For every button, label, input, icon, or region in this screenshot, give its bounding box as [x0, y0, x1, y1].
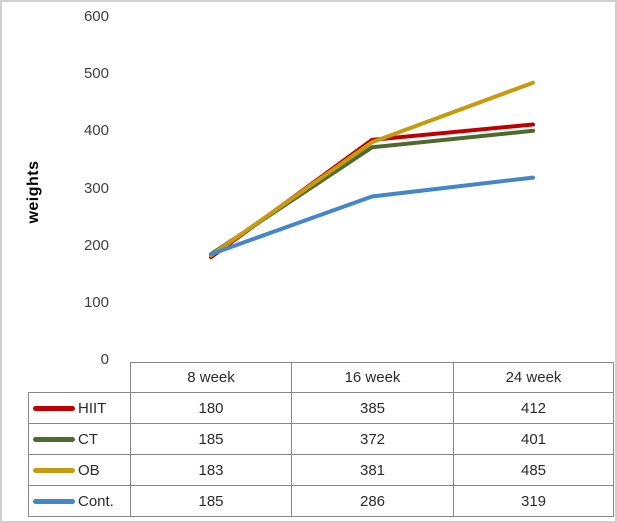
legend-cell: HIIT	[28, 392, 131, 424]
legend-cell: CT	[28, 423, 131, 455]
y-tick-label: 400	[83, 122, 109, 140]
y-tick-label: 600	[83, 8, 109, 25]
value-cell: 381	[291, 454, 454, 486]
y-tick-label: 500	[83, 65, 109, 83]
table-corner-cell	[28, 362, 131, 393]
series-line-cont	[209, 175, 535, 257]
table-row-hiit: HIIT 180 385 412	[28, 392, 614, 424]
value-cell: 183	[130, 454, 292, 486]
series-name: CT	[78, 430, 98, 448]
value-cell: 286	[291, 485, 454, 517]
value-cell: 385	[291, 392, 454, 424]
y-tick-label: 100	[83, 293, 109, 311]
column-header: 16 week	[291, 362, 454, 393]
value-cell: 485	[453, 454, 614, 486]
table-row-ct: CT 185 372 401	[28, 423, 614, 455]
value-cell: 401	[453, 423, 614, 455]
value-cell: 412	[453, 392, 614, 424]
column-header: 8 week	[130, 362, 292, 393]
series-name: HIIT	[78, 399, 107, 417]
series-line-ob	[209, 80, 535, 258]
series-name: OB	[78, 461, 100, 479]
legend-cell: Cont.	[28, 485, 131, 517]
legend-key-icon	[33, 436, 75, 442]
value-cell: 185	[130, 485, 292, 517]
y-tick-label: 200	[83, 236, 109, 254]
y-tick-label: 300	[83, 179, 109, 197]
line-plot	[209, 80, 535, 260]
y-tick-label: 0	[100, 351, 109, 368]
legend-key-icon	[33, 467, 75, 473]
legend-key-icon	[33, 405, 75, 411]
data-table: 8 week 16 week 24 week HIIT 180 385 412 CT 185 37…	[28, 362, 614, 517]
table-header-row: 8 week 16 week 24 week	[28, 362, 614, 393]
value-cell: 180	[130, 392, 292, 424]
value-cell: 372	[291, 423, 454, 455]
legend-cell: OB	[28, 454, 131, 486]
series-name: Cont.	[78, 492, 114, 510]
table-row-cont: Cont. 185 286 319	[28, 485, 614, 517]
column-header: 24 week	[453, 362, 614, 393]
table-row-ob: OB 183 381 485	[28, 454, 614, 486]
value-cell: 319	[453, 485, 614, 517]
legend-key-icon	[33, 498, 75, 504]
value-cell: 185	[130, 423, 292, 455]
